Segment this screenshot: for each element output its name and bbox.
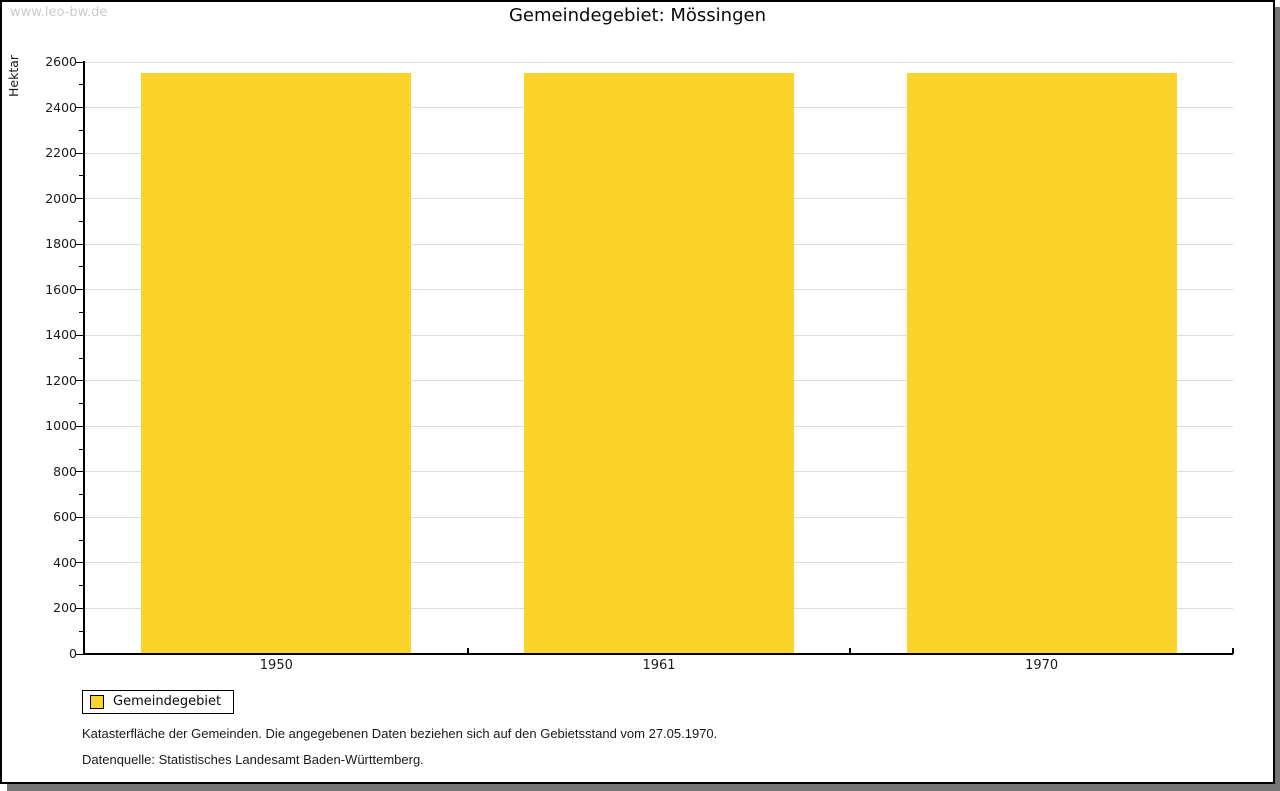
- y-axis-minor-tick-700: [79, 494, 83, 496]
- y-tick-label-1800: 1800: [45, 236, 77, 252]
- y-axis-major-tick-1400: [76, 334, 83, 336]
- y-tick-label-1000: 1000: [45, 418, 77, 434]
- x-axis-tick-3: [1232, 648, 1234, 654]
- y-tick-label-2000: 2000: [45, 190, 77, 206]
- y-axis-major-tick-600: [76, 516, 83, 518]
- y-tick-label-2400: 2400: [45, 99, 77, 115]
- y-axis-major-tick-800: [76, 471, 83, 473]
- y-axis-minor-tick-300: [79, 585, 83, 587]
- y-tick-label-1200: 1200: [45, 372, 77, 388]
- y-axis-minor-tick-900: [79, 448, 83, 450]
- y-axis-minor-tick-1100: [79, 403, 83, 405]
- y-axis-major-tick-1200: [76, 380, 83, 382]
- y-axis-major-tick-2600: [76, 61, 83, 63]
- y-axis-major-tick-400: [76, 562, 83, 564]
- y-axis-major-tick-0: [76, 653, 83, 655]
- watermark: www.leo-bw.de: [10, 5, 108, 20]
- footnote-source-line-1: Katasterfläche der Gemeinden. Die angege…: [82, 726, 718, 741]
- y-tick-label-0: 0: [69, 646, 77, 661]
- y-axis-minor-tick-2100: [79, 175, 83, 177]
- y-axis-major-tick-1000: [76, 425, 83, 427]
- y-axis-major-tick-2000: [76, 198, 83, 200]
- y-axis-minor-tick-2500: [79, 84, 83, 86]
- y-tick-label-400: 400: [53, 554, 77, 570]
- x-axis-tick-1: [466, 648, 469, 654]
- y-axis-major-tick-1800: [76, 243, 83, 245]
- y-axis-minor-tick-1300: [79, 357, 83, 359]
- y-axis-minor-tick-1700: [79, 266, 83, 268]
- y-axis-major-tick-2200: [76, 152, 83, 154]
- footnote-source-line-2: Datenquelle: Statistisches Landesamt Bad…: [82, 752, 424, 767]
- legend-label: Gemeindegebiet: [113, 694, 222, 709]
- legend-swatch-icon: [90, 695, 104, 709]
- y-axis-major-tick-2400: [76, 107, 83, 109]
- x-tick-label-1961: 1961: [642, 658, 676, 673]
- y-axis-minor-tick-2300: [79, 129, 83, 131]
- x-axis-line: [83, 653, 1233, 655]
- page-shadow-bottom: [7, 784, 1280, 791]
- y-tick-label-1400: 1400: [45, 327, 77, 343]
- y-tick-label-1600: 1600: [45, 281, 77, 297]
- y-tick-label-600: 600: [53, 509, 77, 525]
- gridline-2600: [85, 61, 1233, 63]
- y-axis-minor-tick-1500: [79, 311, 83, 313]
- bar-1970: [906, 73, 1177, 654]
- y-axis-minor-tick-100: [79, 630, 83, 632]
- bar-1961: [524, 73, 794, 654]
- x-tick-label-1970: 1970: [1025, 658, 1059, 673]
- y-axis-line: [83, 61, 85, 655]
- bar-1950: [141, 73, 412, 654]
- legend: Gemeindegebiet: [82, 690, 234, 714]
- y-axis-minor-tick-1900: [79, 220, 83, 222]
- y-tick-label-800: 800: [53, 463, 77, 479]
- y-tick-label-200: 200: [53, 600, 77, 616]
- chart-title: Gemeindegebiet: Mössingen: [508, 5, 766, 26]
- y-axis-minor-tick-500: [79, 539, 83, 541]
- y-axis-major-tick-1600: [76, 289, 83, 291]
- x-tick-label-1950: 1950: [259, 658, 293, 673]
- y-tick-label-2200: 2200: [45, 145, 77, 161]
- y-tick-label-2600: 2600: [45, 54, 77, 69]
- y-axis-major-tick-200: [76, 607, 83, 609]
- x-axis-tick-2: [849, 648, 852, 654]
- page-shadow-right: [1275, 7, 1280, 791]
